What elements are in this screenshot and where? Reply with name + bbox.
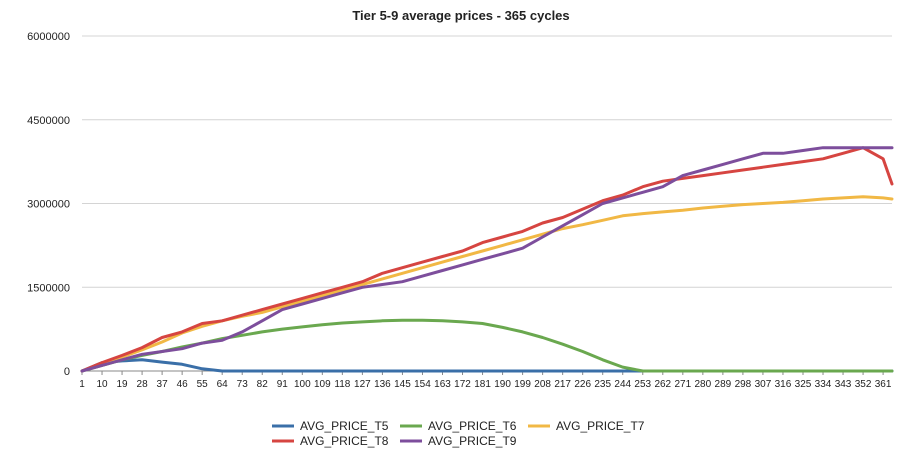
x-tick-label: 127: [354, 379, 371, 390]
x-tick-label: 82: [257, 379, 269, 390]
chart-title: Tier 5-9 average prices - 365 cycles: [352, 8, 569, 23]
y-tick-label: 4500000: [27, 115, 70, 127]
series-line-avg-price-t9: [80, 146, 894, 373]
x-tick-label: 307: [755, 379, 772, 390]
legend-label: AVG_PRICE_T9: [428, 434, 517, 448]
series-line-avg-price-t8: [80, 146, 894, 373]
x-tick-label: 361: [875, 379, 892, 390]
x-tick-label: 109: [314, 379, 331, 390]
series-line-avg-price-t6: [80, 318, 894, 373]
x-tick-label: 190: [494, 379, 511, 390]
legend-label: AVG_PRICE_T5: [300, 419, 389, 433]
series-line-avg-price-t5: [80, 358, 894, 373]
x-tick-label: 334: [815, 379, 832, 390]
y-tick-label: 0: [64, 366, 70, 378]
x-tick-label: 217: [554, 379, 571, 390]
x-tick-label: 46: [177, 379, 189, 390]
x-tick-label: 253: [634, 379, 651, 390]
x-tick-label: 262: [654, 379, 671, 390]
x-tick-label: 352: [855, 379, 872, 390]
legend-label: AVG_PRICE_T8: [300, 434, 389, 448]
x-tick-label: 91: [277, 379, 289, 390]
x-tick-label: 226: [574, 379, 591, 390]
legend: AVG_PRICE_T5 AVG_PRICE_T6 AVG_PRICE_T7 AVG_…: [272, 419, 645, 448]
x-tick-label: 235: [594, 379, 611, 390]
x-tick-label: 298: [735, 379, 752, 390]
y-axis: 0 1500000 3000000 4500000 6000000: [27, 31, 70, 378]
x-tick-label: 136: [374, 379, 391, 390]
series-lines: [80, 146, 894, 373]
x-tick-label: 289: [715, 379, 732, 390]
legend-label: AVG_PRICE_T6: [428, 419, 517, 433]
x-axis: 1 10 19 28 37 46 55 64 73 82 91 100 109 118 127 136 145 1…: [79, 370, 892, 390]
y-tick-label: 1500000: [27, 282, 70, 294]
x-tick-label: 316: [775, 379, 792, 390]
x-tick-label: 199: [514, 379, 531, 390]
x-tick-label: 145: [394, 379, 411, 390]
x-tick-label: 181: [474, 379, 491, 390]
x-tick-label: 37: [157, 379, 169, 390]
x-tick-label: 163: [434, 379, 451, 390]
x-tick-label: 271: [674, 379, 691, 390]
x-tick-label: 325: [795, 379, 812, 390]
x-tick-label: 64: [217, 379, 229, 390]
x-tick-label: 55: [197, 379, 209, 390]
x-tick-label: 208: [534, 379, 551, 390]
series-line-avg-price-t7: [80, 195, 894, 373]
legend-label: AVG_PRICE_T7: [556, 419, 645, 433]
x-tick-label: 280: [695, 379, 712, 390]
x-tick-label: 1: [79, 379, 85, 390]
x-tick-label: 343: [835, 379, 852, 390]
y-tick-label: 6000000: [27, 31, 70, 43]
x-tick-label: 28: [137, 379, 149, 390]
y-tick-label: 3000000: [27, 199, 70, 211]
x-tick-label: 172: [454, 379, 471, 390]
x-tick-label: 100: [294, 379, 311, 390]
x-tick-label: 118: [334, 379, 350, 390]
x-tick-label: 73: [237, 379, 249, 390]
x-tick-label: 154: [414, 379, 431, 390]
x-tick-label: 19: [116, 379, 128, 390]
x-tick-label: 244: [614, 379, 631, 390]
x-tick-label: 10: [96, 379, 108, 390]
